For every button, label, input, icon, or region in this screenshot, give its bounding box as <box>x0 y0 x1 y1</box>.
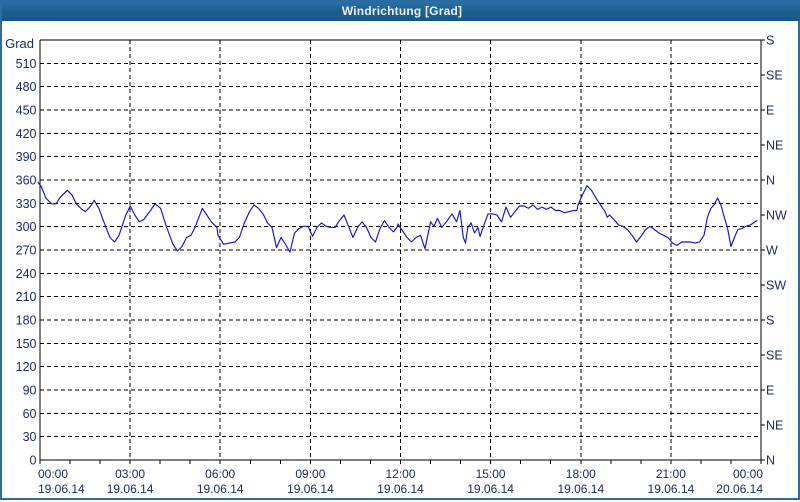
svg-text:20.06.14: 20.06.14 <box>716 482 763 496</box>
svg-text:NW: NW <box>766 209 787 223</box>
svg-text:21:00: 21:00 <box>656 467 686 481</box>
svg-text:30: 30 <box>23 430 37 444</box>
svg-text:0: 0 <box>30 454 37 468</box>
svg-text:180: 180 <box>16 314 37 328</box>
svg-text:Grad: Grad <box>5 36 34 51</box>
svg-text:19.06.14: 19.06.14 <box>38 482 85 496</box>
svg-text:NE: NE <box>766 419 783 433</box>
svg-text:N: N <box>766 174 775 188</box>
svg-text:150: 150 <box>16 337 37 351</box>
svg-text:19.06.14: 19.06.14 <box>557 482 604 496</box>
svg-text:E: E <box>766 104 774 118</box>
svg-text:00:00: 00:00 <box>733 467 763 481</box>
svg-text:390: 390 <box>16 150 37 164</box>
svg-text:12:00: 12:00 <box>385 467 415 481</box>
svg-text:60: 60 <box>23 407 37 421</box>
svg-text:03:00: 03:00 <box>115 467 145 481</box>
svg-text:300: 300 <box>16 220 37 234</box>
svg-text:N: N <box>766 454 775 468</box>
svg-text:19.06.14: 19.06.14 <box>467 482 514 496</box>
svg-text:19.06.14: 19.06.14 <box>107 482 154 496</box>
svg-text:W: W <box>766 244 778 258</box>
svg-text:S: S <box>766 314 774 328</box>
svg-text:06:00: 06:00 <box>205 467 235 481</box>
svg-text:270: 270 <box>16 244 37 258</box>
svg-text:19.06.14: 19.06.14 <box>377 482 424 496</box>
svg-text:90: 90 <box>23 384 37 398</box>
svg-text:120: 120 <box>16 360 37 374</box>
svg-text:19.06.14: 19.06.14 <box>197 482 244 496</box>
svg-text:00:00: 00:00 <box>38 467 68 481</box>
svg-text:15:00: 15:00 <box>476 467 506 481</box>
svg-text:480: 480 <box>16 80 37 94</box>
svg-text:18:00: 18:00 <box>566 467 596 481</box>
svg-text:420: 420 <box>16 127 37 141</box>
svg-text:SW: SW <box>766 279 786 293</box>
svg-text:SE: SE <box>766 69 783 83</box>
svg-text:E: E <box>766 384 774 398</box>
svg-text:360: 360 <box>16 174 37 188</box>
svg-text:09:00: 09:00 <box>295 467 325 481</box>
svg-text:450: 450 <box>16 104 37 118</box>
svg-text:SE: SE <box>766 349 783 363</box>
svg-text:240: 240 <box>16 267 37 281</box>
svg-text:330: 330 <box>16 197 37 211</box>
svg-text:19.06.14: 19.06.14 <box>648 482 695 496</box>
svg-text:NE: NE <box>766 139 783 153</box>
svg-text:210: 210 <box>16 290 37 304</box>
svg-text:19.06.14: 19.06.14 <box>287 482 334 496</box>
svg-text:510: 510 <box>16 57 37 71</box>
svg-text:S: S <box>766 34 774 48</box>
